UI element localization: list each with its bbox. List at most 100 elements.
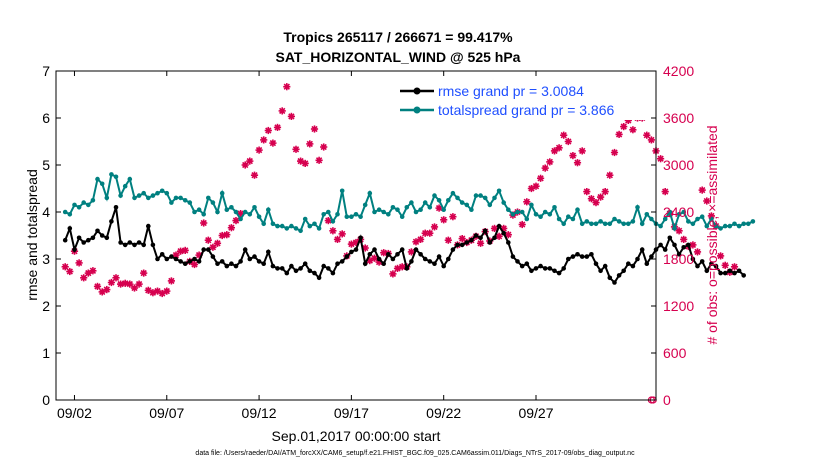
totalspread-point [450,190,456,196]
rmse-point [630,263,636,269]
rmse-point [510,254,516,259]
rmse-point [506,240,511,245]
totalspread-point [178,195,183,201]
obs-assimilated-point [624,116,632,124]
y-left-tick-label: 6 [42,110,50,126]
obs-assimilated-point [560,131,568,139]
obs-assimilated-point [693,248,702,256]
rmse-point [432,261,437,267]
rmse-point [215,261,220,267]
totalspread-point [298,228,303,234]
rmse-point [519,263,525,269]
obs-assimilated-point [717,252,725,260]
totalspread-point [649,216,654,222]
rmse-point [487,240,493,245]
obs-assimilated-point [163,287,171,295]
obs-assimilated-point [255,146,263,154]
y-right-tick-label: 3000 [663,157,694,173]
totalspread-point [381,209,387,215]
totalspread-point [593,221,599,227]
rmse-point [362,261,368,267]
totalspread-point [229,205,234,210]
rmse-point [330,270,336,276]
obs-assimilated-point [232,217,240,225]
totalspread-point [279,223,285,229]
obs-assimilated-point [444,236,452,244]
rmse-point [713,263,719,269]
x-tick-label: 09/12 [242,405,277,421]
rmse-point [496,223,502,229]
rmse-point [533,266,539,271]
rmse-point [621,268,626,274]
obs-assimilated-point [269,139,277,147]
totalspread-point [372,209,377,215]
obs-assimilated-point [597,193,605,201]
rmse-point [524,261,530,267]
rmse-point [709,261,714,267]
totalspread-point [99,181,105,187]
totalspread-point [238,216,243,222]
rmse-point [593,261,599,267]
rmse-point [450,247,456,252]
obs-assimilated-point [698,186,706,194]
obs-assimilated-point [167,277,175,285]
rmse-point [602,263,608,269]
rmse-point [616,273,622,278]
obs-assimilated-point [495,232,503,240]
plot-frame [55,70,657,401]
rmse-point [386,252,391,257]
y-right-tick-label: 4200 [663,63,694,79]
obs-assimilated-point [449,213,457,221]
obs-assimilated-point [615,130,623,138]
rmse-point [104,235,110,241]
totalspread-point [326,209,331,215]
rmse-point [210,254,216,259]
rmse-point [206,247,211,252]
totalspread-point [275,223,280,229]
totalspread-point [307,223,313,229]
obs-assimilated-point [440,216,448,224]
obs-assimilated-point [661,188,669,196]
rmse-point [676,252,682,257]
rmse-point [132,242,137,248]
totalspread-point [395,207,400,212]
y-left-tick-label: 1 [42,345,50,361]
y-left-tick-label: 5 [42,157,50,173]
totalspread-point [339,188,345,194]
totalspread-point [353,212,359,217]
rmse-point [464,240,470,245]
totalspread-point [741,221,746,227]
legend-rmse-label: rmse grand pr = 3.0084 [438,83,584,99]
obs-assimilated-point [223,231,231,239]
chart-title: Tropics 265117 / 266671 = 99.417% [283,29,513,45]
rmse-point [732,270,737,276]
totalspread-point [210,200,216,205]
obs-assimilated-point [601,188,609,196]
obs-assimilated-point [578,147,586,155]
rmse-point [155,256,160,262]
obs-assimilated-point [426,229,434,237]
totalspread-point [533,212,539,217]
rmse-point [492,235,497,241]
y-right-tick-label: 1200 [663,298,694,314]
obs-assimilated-point [260,136,268,144]
totalspread-point [132,195,137,201]
totalspread-point [367,190,373,196]
totalspread-point [556,216,562,222]
totalspread-point [409,200,414,205]
obs-assimilated-point [306,140,314,148]
obs-assimilated-point [532,182,540,190]
tick-layer: 0 1 2 3 4 5 6 7 0 600 1200 1800 2400 3000 3600 4200 09/0… [42,63,694,421]
obs-assimilated-point [675,227,683,235]
rmse-point [727,268,733,274]
totalspread-point [312,221,317,227]
obs-assimilated-point [643,131,651,139]
totalspread-point [344,214,350,219]
obs-assimilated-point [721,261,729,269]
totalspread-point [612,216,617,222]
rmse-point [390,256,396,262]
totalspread-point [399,214,405,219]
totalspread-point [261,221,267,227]
rmse-point [261,261,267,267]
totalspread-point [141,190,146,196]
